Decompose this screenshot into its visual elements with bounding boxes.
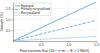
series-line — [13, 20, 96, 41]
y-axis: 0.5 1.0 1.5 — [6, 3, 14, 42]
series-line — [13, 2, 96, 41]
x-axis-tick-label: 1.0 — [66, 43, 71, 47]
x-axis-tick: 0.5 — [39, 41, 44, 47]
y-axis-tick: 1.5 — [6, 7, 13, 11]
x-axis-title: Fast neutron flux (10²⁵ n·m⁻², E > 1 MeV… — [20, 49, 90, 53]
x-axis-line — [14, 41, 97, 42]
x-axis: 0.5 1.0 1.5 — [14, 41, 99, 47]
legend-swatch — [15, 5, 20, 6]
y-grid-line — [13, 19, 96, 20]
y-axis-tick-label: 0.5 — [6, 29, 11, 33]
legend-label: Recrystallized — [21, 11, 40, 15]
y-axis-tick-mark — [12, 19, 14, 20]
grid — [13, 2, 96, 41]
series-line — [13, 36, 96, 41]
y-axis-tick-mark — [12, 30, 14, 31]
legend-swatch — [15, 9, 20, 10]
y-axis-tick-mark — [12, 9, 14, 10]
chart: 0.5 1.0 1.5 0.5 1.0 1.5 Fast neutron flux (10²… — [0, 0, 100, 53]
plot-lines — [13, 2, 96, 41]
y-axis-tick-label: 1.0 — [6, 18, 11, 22]
y-axis-tick: 0.5 — [6, 29, 13, 33]
y-axis-title: Growth (%) — [0, 11, 4, 31]
legend-swatch — [15, 13, 20, 14]
chart-container: 0.5 1.0 1.5 0.5 1.0 1.5 Fast neutron flux (10²… — [0, 0, 100, 53]
legend-box — [14, 3, 51, 16]
x-axis-tick: 1.5 — [94, 41, 99, 47]
legend: EquiaxedPartially recrystallizedRecrysta… — [14, 3, 51, 16]
x-grid-line — [96, 2, 97, 41]
x-grid-line — [68, 2, 69, 41]
y-axis-tick-label: 1.5 — [6, 7, 11, 11]
x-axis-tick: 1.0 — [66, 41, 71, 47]
x-axis-tick-label: 1.5 — [94, 43, 99, 47]
x-axis-tick-label: 0.5 — [39, 43, 44, 47]
y-axis-tick: 1.0 — [6, 18, 13, 22]
